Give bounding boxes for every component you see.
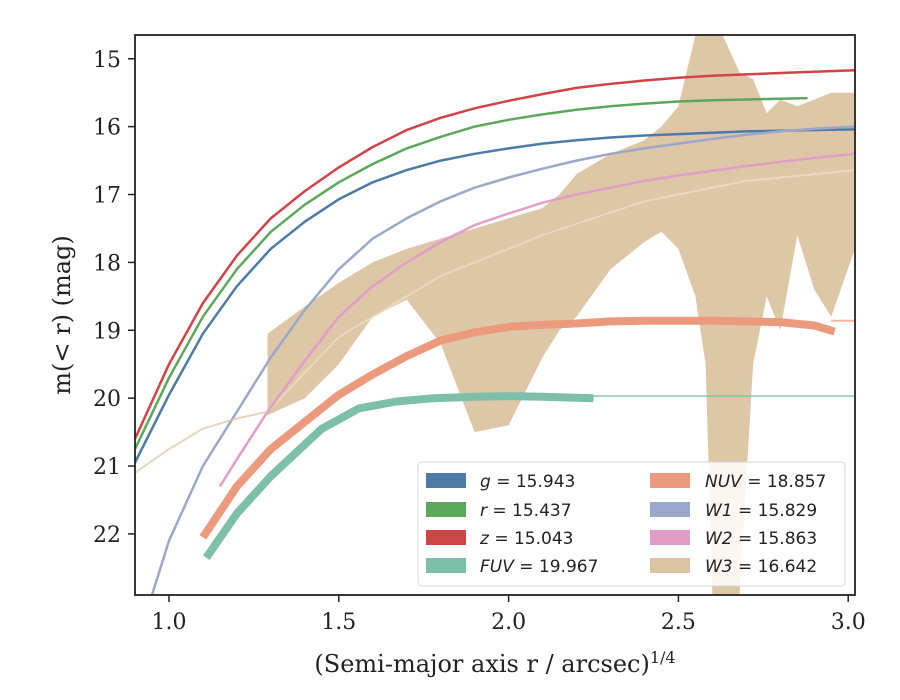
series-g	[135, 128, 855, 464]
x-tick-label: 1.0	[151, 610, 186, 635]
x-tick-label: 2.0	[491, 610, 526, 635]
legend-swatch-z	[426, 530, 466, 545]
series-w2	[218, 152, 855, 488]
legend-label-nuv: NUV = 18.857	[705, 472, 826, 492]
series-z	[135, 69, 855, 440]
series-nuv	[199, 316, 836, 540]
y-tick-label: 19	[93, 319, 121, 344]
legend-swatch-nuv	[650, 473, 690, 488]
y-tick-label: 18	[93, 251, 121, 276]
y-axis-label: m(< r) (mag)	[48, 235, 76, 394]
y-tick-label: 22	[93, 523, 121, 548]
y-tick-label: 20	[93, 387, 121, 412]
legend-swatch-g	[426, 473, 466, 488]
legend: g = 15.943 r = 15.437 z = 15.043 FUV = 19.9…	[417, 461, 846, 587]
legend-label-z: z = 15.043	[479, 529, 573, 549]
legend-swatch-fuv	[426, 558, 466, 573]
w3-band	[267, 35, 855, 595]
legend-label-r: r = 15.437	[480, 501, 572, 521]
series-fuv	[203, 392, 594, 560]
legend-label-w3: W3 = 16.642	[705, 557, 817, 577]
legend-box	[417, 461, 846, 587]
legend-swatch-w3	[650, 558, 690, 573]
legend-label-w2: W2 = 15.863	[705, 529, 817, 549]
legend-label-fuv: FUV = 19.967	[480, 557, 598, 577]
y-tick-label: 17	[93, 184, 121, 209]
w3-line	[266, 169, 855, 413]
y-tick-label: 21	[93, 455, 121, 480]
plot-frame	[134, 34, 856, 596]
y-axis: 15 16 17 18 19 20 21 22	[93, 48, 135, 548]
series-r	[135, 96, 808, 450]
x-axis-label: (Semi-major axis r / arcsec)1/4	[314, 648, 675, 679]
series-w1	[150, 125, 855, 595]
legend-label-w1: W1 = 15.829	[705, 501, 817, 521]
x-tick-label: 2.5	[661, 610, 696, 635]
x-tick-label: 3.0	[831, 610, 866, 635]
legend-swatch-w2	[650, 530, 690, 545]
legend-swatch-r	[426, 502, 466, 517]
series-w3-extrapolated	[135, 410, 268, 474]
y-tick-label: 16	[93, 116, 121, 141]
y-tick-label: 15	[93, 48, 121, 73]
legend-swatch-w1	[650, 502, 690, 517]
x-axis: 1.0 1.5 2.0 2.5 3.0	[151, 595, 866, 635]
legend-label-g: g = 15.943	[480, 472, 575, 492]
plot-area	[135, 35, 855, 595]
x-tick-label: 1.5	[321, 610, 356, 635]
